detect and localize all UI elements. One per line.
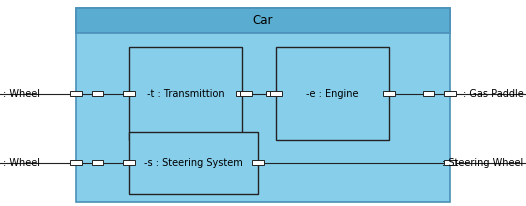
- Bar: [266, 91, 278, 96]
- Bar: [92, 91, 103, 96]
- Bar: [236, 91, 248, 96]
- Bar: [92, 160, 103, 165]
- Bar: [76, 8, 450, 202]
- Bar: [383, 91, 395, 96]
- Text: : Wheel: : Wheel: [3, 89, 39, 99]
- Text: : Gas Paddle: : Gas Paddle: [463, 89, 523, 99]
- Bar: [423, 91, 434, 96]
- Text: -s : Steering System: -s : Steering System: [144, 158, 242, 168]
- Bar: [70, 160, 82, 165]
- Text: Car: Car: [253, 14, 273, 27]
- Text: -e : Engine: -e : Engine: [307, 89, 359, 99]
- Bar: [123, 91, 135, 96]
- Bar: [444, 160, 456, 165]
- Bar: [76, 8, 450, 33]
- Bar: [252, 160, 264, 165]
- Bar: [70, 91, 82, 96]
- Bar: [444, 91, 456, 96]
- Bar: [123, 160, 135, 165]
- Bar: [276, 47, 389, 140]
- Text: -t : Transmittion: -t : Transmittion: [147, 89, 224, 99]
- Text: : Steering Wheel: : Steering Wheel: [442, 158, 523, 168]
- Bar: [129, 47, 242, 140]
- Bar: [240, 91, 251, 96]
- Text: : Wheel: : Wheel: [3, 158, 39, 168]
- Bar: [270, 91, 282, 96]
- Bar: [129, 132, 258, 194]
